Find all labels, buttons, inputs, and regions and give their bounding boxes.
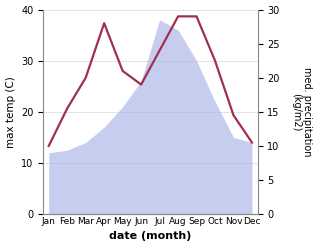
X-axis label: date (month): date (month) xyxy=(109,231,191,242)
Y-axis label: med. precipitation
(kg/m2): med. precipitation (kg/m2) xyxy=(291,67,313,157)
Y-axis label: max temp (C): max temp (C) xyxy=(5,76,16,148)
